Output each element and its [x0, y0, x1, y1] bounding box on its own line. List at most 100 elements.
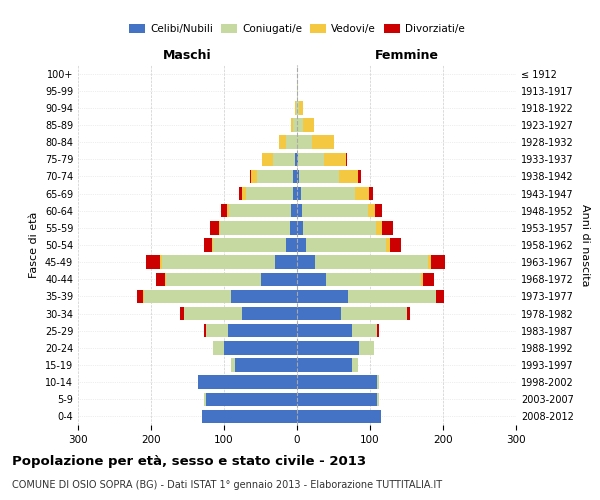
Bar — [239, 187, 242, 200]
Bar — [203, 238, 212, 252]
Bar — [407, 307, 410, 320]
Bar — [242, 187, 246, 200]
Bar — [162, 256, 275, 269]
Bar — [368, 187, 373, 200]
Bar — [359, 341, 374, 354]
Bar — [431, 256, 445, 269]
Bar — [275, 256, 297, 269]
Text: Femmine: Femmine — [374, 48, 439, 62]
Bar — [290, 221, 297, 234]
Bar — [295, 101, 296, 114]
Bar — [286, 238, 297, 252]
Bar — [224, 341, 297, 354]
Bar — [199, 376, 297, 389]
Bar — [144, 290, 232, 303]
Bar — [291, 118, 293, 132]
Bar — [297, 410, 381, 423]
Bar — [143, 290, 144, 303]
Bar — [386, 238, 390, 252]
Bar — [299, 170, 340, 183]
Bar — [297, 392, 377, 406]
Bar — [206, 392, 297, 406]
Bar — [156, 272, 165, 286]
Bar — [297, 152, 298, 166]
Bar — [293, 170, 297, 183]
Bar — [302, 204, 368, 218]
Bar — [257, 170, 293, 183]
Bar — [340, 170, 358, 183]
Bar — [146, 256, 160, 269]
Bar — [260, 272, 297, 286]
Bar — [235, 358, 297, 372]
Bar — [232, 290, 297, 303]
Bar — [206, 324, 227, 338]
Bar — [421, 272, 422, 286]
Bar — [184, 307, 242, 320]
Bar — [165, 272, 166, 286]
Bar — [220, 221, 290, 234]
Bar — [262, 152, 273, 166]
Bar — [227, 204, 229, 218]
Text: Popolazione per età, sesso e stato civile - 2013: Popolazione per età, sesso e stato civil… — [12, 455, 366, 468]
Bar — [204, 324, 206, 338]
Bar — [375, 204, 382, 218]
Bar — [297, 136, 311, 149]
Bar — [377, 324, 379, 338]
Bar — [213, 341, 224, 354]
Bar — [251, 170, 257, 183]
Bar — [297, 204, 302, 218]
Bar — [297, 376, 377, 389]
Legend: Celibi/Nubili, Coniugati/e, Vedovi/e, Divorziati/e: Celibi/Nubili, Coniugati/e, Vedovi/e, Di… — [125, 20, 469, 38]
Bar — [297, 341, 359, 354]
Bar — [297, 238, 306, 252]
Bar — [232, 358, 235, 372]
Bar — [202, 410, 297, 423]
Bar — [229, 204, 291, 218]
Bar — [297, 307, 341, 320]
Bar — [306, 238, 386, 252]
Bar — [315, 256, 428, 269]
Bar — [377, 376, 379, 389]
Bar — [204, 392, 206, 406]
Bar — [297, 84, 298, 98]
Bar — [246, 187, 293, 200]
Bar — [355, 187, 368, 200]
Bar — [212, 238, 213, 252]
Bar — [352, 324, 377, 338]
Text: Maschi: Maschi — [163, 48, 212, 62]
Text: COMUNE DI OSIO SOPRA (BG) - Dati ISTAT 1° gennaio 2013 - Elaborazione TUTTITALIA: COMUNE DI OSIO SOPRA (BG) - Dati ISTAT 1… — [12, 480, 442, 490]
Bar — [326, 272, 421, 286]
Bar — [390, 238, 401, 252]
Bar — [297, 358, 352, 372]
Bar — [346, 152, 347, 166]
Bar — [286, 136, 297, 149]
Bar — [210, 221, 219, 234]
Bar — [137, 290, 143, 303]
Bar — [311, 136, 334, 149]
Bar — [297, 221, 303, 234]
Bar — [295, 152, 297, 166]
Bar — [422, 272, 434, 286]
Bar — [303, 221, 376, 234]
Bar — [291, 204, 297, 218]
Bar — [382, 221, 392, 234]
Bar — [324, 152, 346, 166]
Bar — [297, 170, 299, 183]
Bar — [273, 152, 295, 166]
Bar — [297, 272, 326, 286]
Bar — [297, 256, 315, 269]
Bar — [297, 324, 352, 338]
Bar — [296, 101, 297, 114]
Bar — [293, 118, 297, 132]
Bar — [180, 307, 184, 320]
Bar — [293, 187, 297, 200]
Bar — [297, 187, 301, 200]
Bar — [352, 358, 358, 372]
Bar — [298, 152, 324, 166]
Bar — [297, 290, 348, 303]
Bar — [279, 136, 286, 149]
Bar — [436, 290, 444, 303]
Bar — [166, 272, 260, 286]
Bar — [348, 290, 436, 303]
Bar — [299, 101, 303, 114]
